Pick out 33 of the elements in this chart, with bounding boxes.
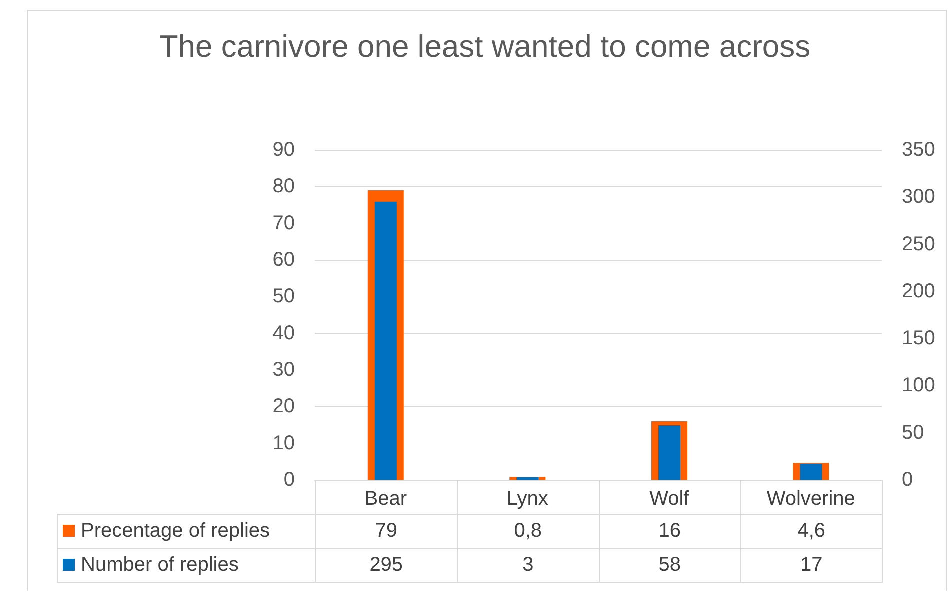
y2-tick-label: 50 [902,422,924,444]
y-tick-label: 30 [272,359,295,381]
y2-tick-label: 250 [902,233,936,256]
data-label: 58 [598,548,742,583]
data-label: 295 [315,548,458,583]
x-tick-label: Lynx [506,488,548,510]
y-tick-label: 50 [272,286,295,308]
y-tick-label: 20 [272,396,295,418]
data-label: 79 [315,514,458,549]
data-label: 16 [598,514,742,549]
y-tick-label: 60 [272,249,295,271]
y-tick-label: 10 [272,432,295,454]
legend-label: Precentage of replies [57,514,316,549]
data-label: 17 [740,548,883,583]
chart-title: The carnivore one least wanted to come across [158,28,812,66]
x-tick-label: Bear [364,488,408,510]
y-tick-label: 40 [272,322,295,344]
y2-tick-label: 100 [902,374,936,397]
y2-tick-label: 350 [902,139,936,161]
y2-tick-label: 300 [902,186,936,208]
y2-tick-label: 200 [902,280,936,302]
y-tick-label: 70 [272,212,295,234]
y-tick-label: 90 [272,139,295,161]
y-tick-label: 0 [284,469,295,491]
y2-tick-label: 0 [902,469,914,491]
y2-tick-label: 150 [902,328,936,350]
data-label: 0,8 [456,514,600,549]
y-tick-label: 80 [272,176,295,198]
legend-label: Number of replies [57,548,316,583]
x-tick-label: Wolverine [766,488,856,510]
data-label: 4,6 [740,514,883,549]
data-label: 3 [456,548,600,583]
x-tick-label: Wolf [650,488,690,510]
